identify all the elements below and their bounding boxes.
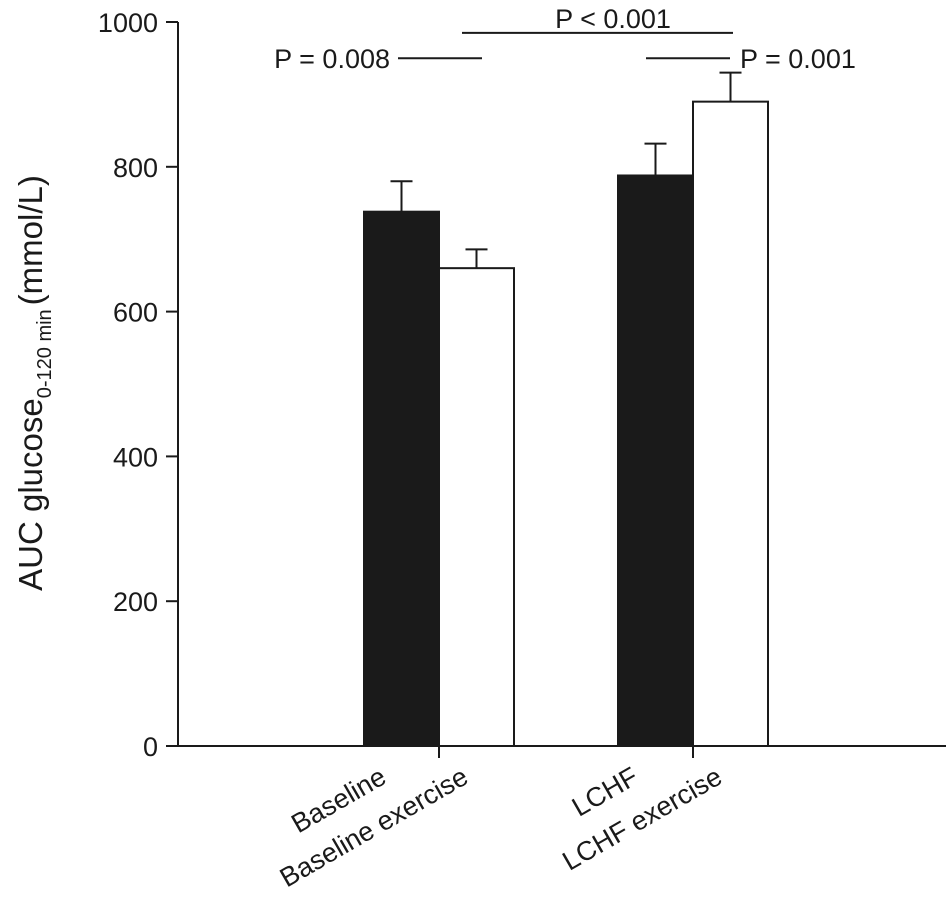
y-axis-label-subscript: 0-120 min [34,309,56,398]
bar [692,100,769,747]
y-axis-label-unit: (mmol/L) [12,175,49,305]
y-tick-label: 200 [113,587,158,617]
significance-label: P < 0.001 [555,4,671,34]
bar [438,267,515,747]
y-tick-label: 400 [113,442,158,472]
error-bars [390,71,742,269]
y-axis-label-main: AUC glucose [12,398,49,591]
y-tick-label: 1000 [98,8,158,38]
y-tick-label: 0 [143,732,158,762]
significance-label: P = 0.001 [740,44,856,74]
y-tick-label: 600 [113,298,158,328]
significance-label: P = 0.008 [274,44,390,74]
bar [363,210,440,748]
significance-annotations: P = 0.008 P < 0.001 P = 0.001 [274,4,856,74]
x-axis [178,745,946,758]
y-tick-label: 800 [113,153,158,183]
y-axis: 0 200 400 600 800 1000 [98,8,179,762]
bars [363,100,769,748]
y-axis-label: AUC glucose0-120 min (mmol/L) [12,175,56,591]
bar [617,174,694,748]
